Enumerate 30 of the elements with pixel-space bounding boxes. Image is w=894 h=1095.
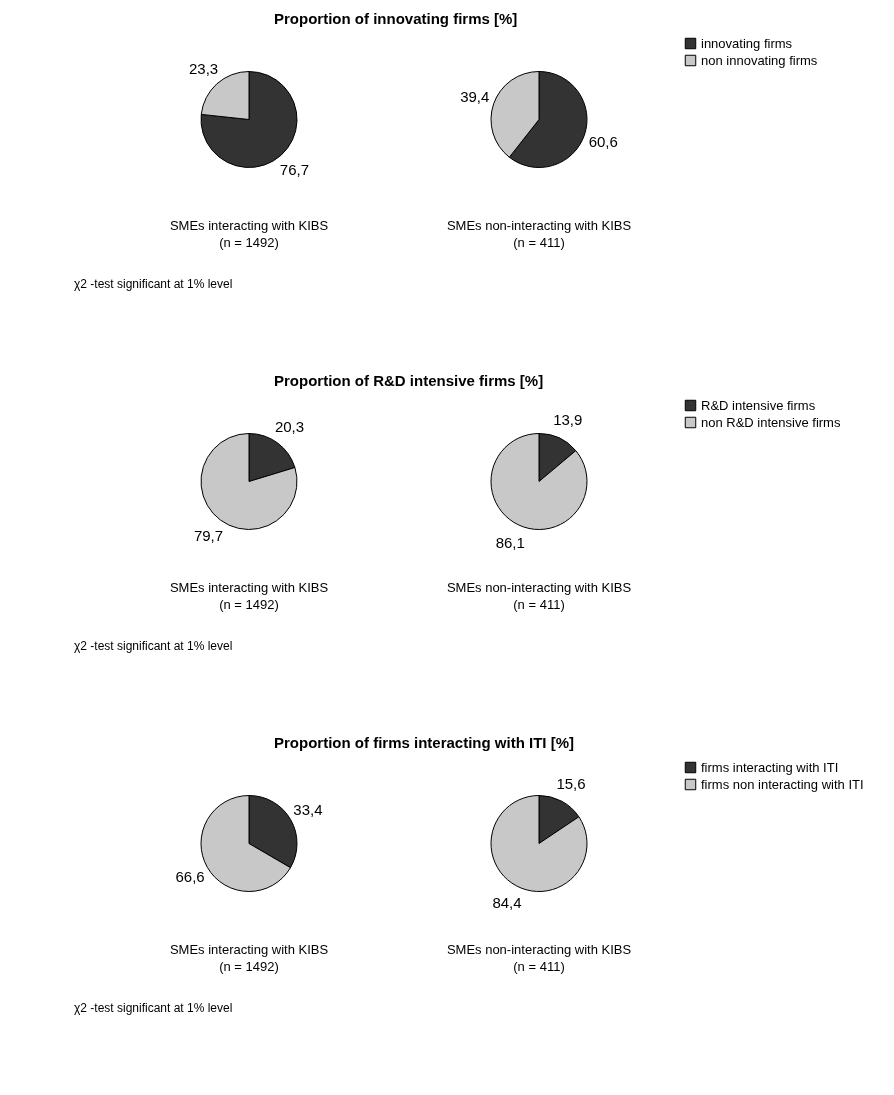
data-label: 79,7 bbox=[193, 527, 224, 545]
legend-label: non innovating firms bbox=[701, 52, 818, 68]
text: χ2 -test significant at 1% level bbox=[74, 639, 233, 653]
slice-label: SMEs interacting with KIBS (n = 1492) bbox=[169, 580, 329, 612]
data-label: 33,4 bbox=[293, 800, 323, 818]
data-label: 15,6 bbox=[556, 774, 586, 792]
chart-title: Proportion of firms interacting with ITI [%] bbox=[274, 734, 574, 751]
legend-label: firms non interacting with ITI bbox=[701, 776, 864, 792]
slice-label: SMEs interacting with KIBS (n = 1492) bbox=[169, 218, 329, 250]
data-label: 84,4 bbox=[492, 894, 522, 912]
slice-label: SMEs non-interacting with KIBS (n = 411) bbox=[446, 580, 632, 612]
chart-title: Proportion of innovating firms [%] bbox=[274, 10, 518, 27]
slice-label: SMEs interacting with KIBS (n = 1492) bbox=[169, 942, 329, 974]
slice-label: SMEs non-interacting with KIBS (n = 411) bbox=[446, 942, 632, 974]
data-label: 23,3 bbox=[188, 59, 219, 77]
data-label: 60,6 bbox=[588, 132, 618, 150]
text: χ2 -test significant at 1% level bbox=[74, 1001, 233, 1015]
data-label: 13,9 bbox=[553, 410, 583, 428]
legend-label: non R&D intensive firms bbox=[701, 414, 841, 430]
text: χ2 -test significant at 1% level bbox=[74, 277, 233, 291]
data-label: 20,3 bbox=[274, 417, 305, 435]
data-label: 76,7 bbox=[279, 161, 310, 179]
legend-label: firms interacting with ITI bbox=[701, 759, 839, 775]
chart-title: Proportion of R&D intensive firms [%] bbox=[274, 372, 544, 389]
data-label: 86,1 bbox=[495, 534, 525, 552]
legend-label: R&D intensive firms bbox=[701, 397, 816, 413]
slice-label: SMEs non-interacting with KIBS (n = 411) bbox=[446, 218, 632, 250]
data-label: 66,6 bbox=[175, 868, 205, 886]
legend-label: innovating firms bbox=[701, 35, 793, 51]
data-label: 39,4 bbox=[460, 88, 490, 106]
